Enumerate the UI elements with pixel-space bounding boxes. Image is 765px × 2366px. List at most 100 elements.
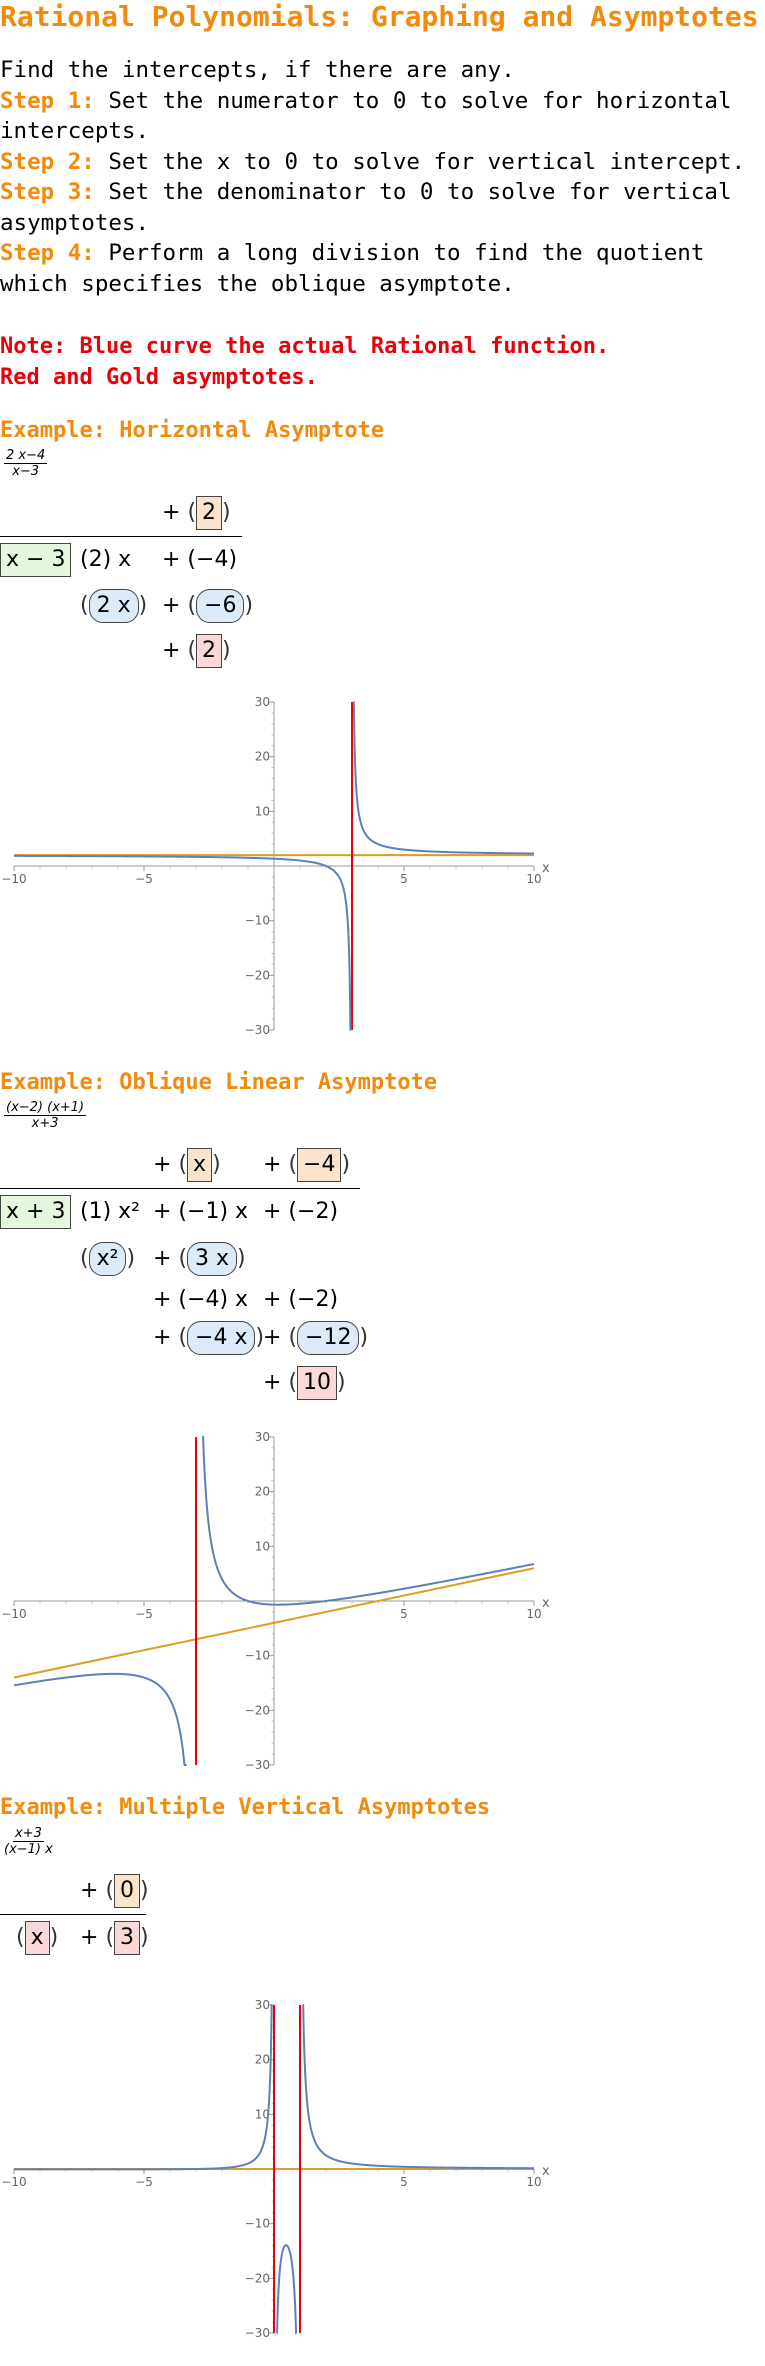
function-curve (13, 1436, 535, 1766)
division-bar (0, 1188, 360, 1189)
quotient-box: 0 (114, 1874, 141, 1908)
step-text: Set the denominator to 0 to solve for ve… (0, 179, 732, 236)
example-heading: Example: Multiple Vertical Asymptotes (0, 1795, 491, 1820)
y-tick-label: 30 (255, 1998, 270, 2012)
x-tick-label: 10 (526, 1607, 541, 1621)
y-tick-label: 20 (255, 750, 270, 764)
note-line: Red and Gold asymptotes. (0, 364, 318, 390)
step-label: Step 3: (0, 179, 95, 205)
step-4: Step 4: Perform a long division to find … (0, 238, 765, 299)
function-fraction: 2 x−4 x−3 (4, 448, 48, 479)
x-tick-label: 10 (526, 2175, 541, 2189)
step-3: Step 3: Set the denominator to 0 to solv… (0, 177, 765, 238)
dividend-term: + (−4) (162, 547, 238, 572)
remainder-box: 2 (196, 634, 223, 668)
y-tick-label: 20 (255, 1485, 270, 1499)
x-axis-label: x (542, 861, 550, 876)
function-curve (14, 701, 534, 1031)
x-tick-label: −10 (1, 872, 26, 886)
subtract-term: + (−6) (162, 589, 253, 623)
x-tick-label: 5 (400, 872, 408, 886)
x-tick-label: −10 (1, 1607, 26, 1621)
step-text: Perform a long division to find the quot… (0, 240, 705, 297)
dividend-term: + (−1) x (153, 1199, 249, 1224)
x-tick-label: −10 (1, 2175, 26, 2189)
row-term: + (−2) (263, 1287, 339, 1312)
divisor-box: 3 (114, 1921, 141, 1955)
y-tick-label: −20 (245, 1703, 270, 1717)
subtract-box: 2 x (88, 589, 139, 623)
subtract-term: (x²) (80, 1242, 135, 1276)
x-tick-label: 10 (526, 872, 541, 886)
y-tick-label: −30 (245, 1023, 270, 1037)
y-tick-label: 10 (255, 1539, 270, 1553)
step-label: Step 2: (0, 148, 95, 175)
subtract-box: 3 x (187, 1242, 238, 1276)
fraction-numerator: x+3 (12, 1826, 44, 1842)
dividend-term: (1) x² (80, 1199, 140, 1224)
step-text: Set the numerator to 0 to solve for hori… (0, 87, 732, 145)
x-tick-label: 5 (400, 1607, 408, 1621)
note-line: Note: Blue curve the actual Rational fun… (0, 334, 610, 359)
x-tick-label: 5 (400, 2175, 408, 2189)
quotient-term: + (0) (80, 1874, 149, 1908)
example-heading: Example: Oblique Linear Asymptote (0, 1070, 438, 1095)
remainder-box: 10 (297, 1366, 338, 1400)
function-curve (14, 2004, 534, 2334)
divisor-term: + (3) (80, 1921, 149, 1955)
y-tick-label: −10 (245, 914, 270, 928)
quotient-term: + (2) (162, 496, 231, 530)
remainder-term: + (10) (263, 1366, 346, 1400)
divisor-term: (x) (16, 1921, 58, 1955)
step-2: Step 2: Set the x to 0 to solve for vert… (0, 147, 765, 178)
y-tick-label: 30 (255, 1430, 270, 1444)
quotient-term: + (−4) (263, 1148, 350, 1182)
step-1: Step 1: Set the numerator to 0 to solve … (0, 86, 765, 147)
x-axis-label: x (542, 1596, 550, 1611)
y-tick-label: −30 (245, 2326, 270, 2340)
subtract-box: −6 (196, 589, 245, 623)
y-tick-label: −10 (245, 2217, 270, 2231)
y-tick-label: 10 (255, 804, 270, 818)
y-tick-label: −10 (245, 1649, 270, 1663)
remainder-term: + (2) (162, 634, 231, 668)
dividend-term: + (−2) (263, 1199, 339, 1224)
x-tick-label: −5 (135, 1607, 153, 1621)
intro-line: Find the intercepts, if there are any. (0, 57, 515, 83)
subtract-term: + (−12) (263, 1321, 368, 1355)
fraction-denominator: x+3 (31, 1116, 59, 1131)
x-tick-label: −5 (135, 2175, 153, 2189)
x-axis-label: x (542, 2164, 550, 2179)
divisor-box: x + 3 (0, 1195, 72, 1229)
quotient-box: −4 (297, 1148, 342, 1182)
quotient-term: + (x) (153, 1148, 221, 1182)
step-label: Step 4: (0, 240, 95, 266)
y-tick-label: −20 (245, 968, 270, 982)
subtract-term: (2 x) (80, 589, 147, 623)
note: Note: Blue curve the actual Rational fun… (0, 332, 609, 393)
subtract-box: x² (88, 1242, 127, 1276)
subtract-term: + (−4 x) (153, 1321, 264, 1355)
example-heading: Example: Horizontal Asymptote (0, 418, 385, 443)
function-fraction: (x−2) (x+1) x+3 (4, 1100, 87, 1131)
function-fraction: x+3 (x−1) x (4, 1826, 53, 1857)
intro-text: Find the intercepts, if there are any. S… (0, 55, 765, 299)
y-tick-label: 20 (255, 2053, 270, 2067)
division-bar (0, 1914, 146, 1915)
page-title: Rational Polynomials: Graphing and Asymp… (0, 0, 759, 33)
y-tick-label: 30 (255, 695, 270, 709)
divisor-box: x (24, 1921, 50, 1955)
quotient-box: 2 (196, 496, 223, 530)
x-tick-label: −5 (135, 872, 153, 886)
divisor-box: x − 3 (0, 543, 72, 577)
subtract-box: −4 x (187, 1321, 256, 1355)
division-bar (0, 536, 242, 537)
y-tick-label: −30 (245, 1758, 270, 1772)
row-term: + (−4) x (153, 1287, 249, 1312)
step-label: Step 1: (0, 87, 95, 114)
fraction-numerator: (x−2) (x+1) (4, 1100, 87, 1116)
quotient-box: x (187, 1148, 213, 1182)
